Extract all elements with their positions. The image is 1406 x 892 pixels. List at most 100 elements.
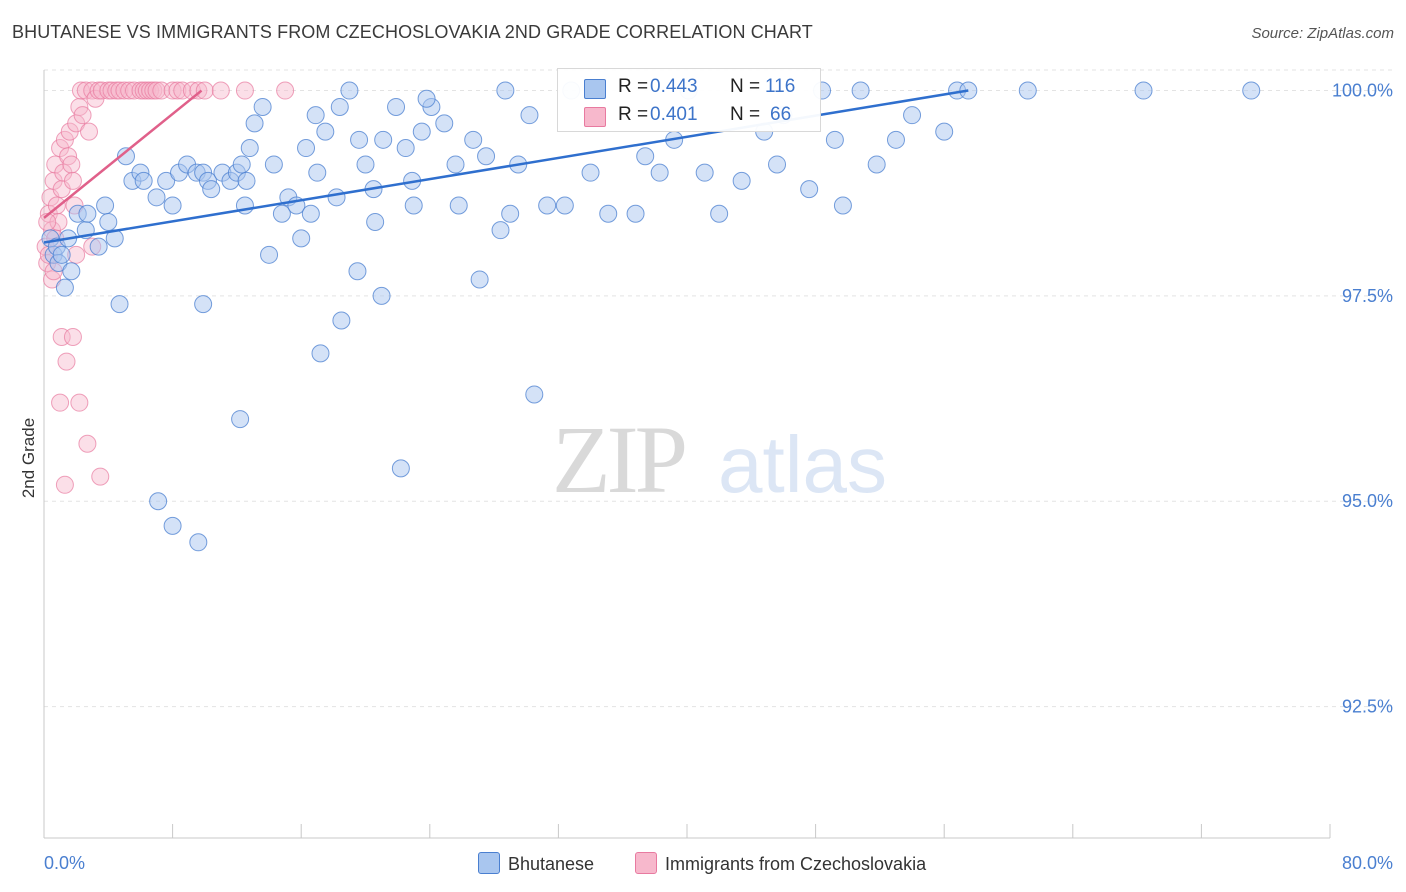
swatch-bhutanese bbox=[584, 79, 606, 99]
data-point-bhutanese bbox=[935, 122, 954, 141]
r-value: 0.401 bbox=[650, 104, 698, 125]
data-point-bhutanese bbox=[800, 180, 819, 199]
data-point-bhutanese bbox=[260, 245, 279, 264]
data-point-bhutanese bbox=[491, 221, 510, 240]
chart-title: BHUTANESE VS IMMIGRANTS FROM CZECHOSLOVA… bbox=[12, 22, 813, 42]
data-point-bhutanese bbox=[464, 130, 483, 149]
data-point-czechoslovakia bbox=[62, 155, 81, 174]
data-point-czechoslovakia bbox=[276, 81, 295, 100]
y-tick-labels: 92.5% 95.0% 97.5% 100.0% bbox=[1332, 81, 1393, 717]
data-point-bhutanese bbox=[525, 385, 544, 404]
series-legend: Bhutanese Immigrants from Czechoslovakia bbox=[0, 852, 1406, 876]
data-point-bhutanese bbox=[1018, 81, 1037, 100]
data-point-bhutanese bbox=[147, 188, 166, 207]
data-point-czechoslovakia bbox=[63, 171, 82, 190]
data-point-czechoslovakia bbox=[70, 393, 89, 412]
data-point-bhutanese bbox=[157, 171, 176, 190]
data-point-bhutanese bbox=[332, 311, 351, 330]
data-point-bhutanese bbox=[316, 122, 335, 141]
source-label: Source: ZipAtlas.com bbox=[1251, 25, 1394, 42]
trend-line-czechoslovakia bbox=[43, 89, 203, 219]
r-label: R = bbox=[618, 104, 649, 125]
data-point-czechoslovakia bbox=[80, 122, 99, 141]
data-point-bhutanese bbox=[626, 204, 645, 223]
data-point-bhutanese bbox=[356, 155, 375, 174]
data-point-bhutanese bbox=[391, 459, 410, 478]
data-point-bhutanese bbox=[311, 344, 330, 363]
x-tick-label-min: 0.0% bbox=[44, 853, 85, 873]
data-point-bhutanese bbox=[78, 204, 97, 223]
data-point-czechoslovakia bbox=[63, 327, 82, 346]
data-point-bhutanese bbox=[851, 81, 870, 100]
data-point-bhutanese bbox=[232, 155, 251, 174]
data-point-bhutanese bbox=[732, 171, 751, 190]
data-point-bhutanese bbox=[470, 270, 489, 289]
stats-row-czechoslovakia: R = 0.401 N = 66 bbox=[558, 100, 820, 130]
data-point-bhutanese bbox=[89, 237, 108, 256]
y-axis-label: 2nd Grade bbox=[19, 418, 38, 498]
data-point-bhutanese bbox=[768, 155, 787, 174]
data-point-bhutanese bbox=[449, 196, 468, 215]
data-point-bhutanese bbox=[52, 245, 71, 264]
data-point-bhutanese bbox=[240, 139, 259, 158]
data-point-bhutanese bbox=[903, 106, 922, 125]
data-point-czechoslovakia bbox=[55, 475, 74, 494]
data-point-bhutanese bbox=[231, 410, 250, 429]
legend-swatch-czechoslovakia bbox=[635, 852, 657, 874]
data-point-bhutanese bbox=[825, 130, 844, 149]
r-label: R = bbox=[618, 76, 649, 97]
watermark-zip: ZIP bbox=[552, 406, 685, 513]
data-point-czechoslovakia bbox=[51, 393, 70, 412]
data-point-bhutanese bbox=[189, 533, 208, 552]
data-point-czechoslovakia bbox=[168, 81, 187, 100]
data-point-czechoslovakia bbox=[173, 81, 192, 100]
legend-item-czechoslovakia[interactable]: Immigrants from Czechoslovakia bbox=[635, 852, 926, 875]
data-point-bhutanese bbox=[555, 196, 574, 215]
data-point-bhutanese bbox=[520, 106, 539, 125]
legend-label-czechoslovakia: Immigrants from Czechoslovakia bbox=[665, 854, 927, 874]
data-point-bhutanese bbox=[412, 122, 431, 141]
data-point-bhutanese bbox=[867, 155, 886, 174]
data-point-bhutanese bbox=[301, 204, 320, 223]
data-point-czechoslovakia bbox=[110, 81, 129, 100]
data-point-bhutanese bbox=[695, 163, 714, 182]
data-point-czechoslovakia bbox=[147, 81, 166, 100]
watermark-atlas: atlas bbox=[718, 420, 887, 509]
data-point-bhutanese bbox=[327, 188, 346, 207]
data-point-bhutanese bbox=[237, 171, 256, 190]
data-point-bhutanese bbox=[96, 196, 115, 215]
data-point-bhutanese bbox=[163, 196, 182, 215]
data-point-bhutanese bbox=[116, 147, 135, 166]
stats-row-bhutanese: R = 0.443 N = 116 bbox=[558, 72, 820, 102]
data-point-bhutanese bbox=[110, 295, 129, 314]
y-tick-label: 97.5% bbox=[1342, 286, 1393, 306]
axes bbox=[43, 70, 1331, 839]
data-point-czechoslovakia bbox=[163, 81, 182, 100]
n-label: N = bbox=[730, 104, 761, 125]
data-point-bhutanese bbox=[833, 196, 852, 215]
data-point-czechoslovakia bbox=[78, 434, 97, 453]
data-point-czechoslovakia bbox=[125, 81, 144, 100]
watermark: ZIP atlas bbox=[552, 406, 887, 513]
data-point-bhutanese bbox=[650, 163, 669, 182]
data-point-bhutanese bbox=[202, 180, 221, 199]
data-point-bhutanese bbox=[636, 147, 655, 166]
legend-swatch-bhutanese bbox=[478, 852, 500, 874]
data-point-bhutanese bbox=[396, 139, 415, 158]
data-point-bhutanese bbox=[387, 97, 406, 116]
data-point-bhutanese bbox=[435, 114, 454, 133]
series-bhutanese-points bbox=[41, 81, 1261, 552]
data-point-bhutanese bbox=[348, 262, 367, 281]
data-point-bhutanese bbox=[599, 204, 618, 223]
data-point-bhutanese bbox=[446, 155, 465, 174]
data-point-bhutanese bbox=[297, 139, 316, 158]
data-point-bhutanese bbox=[272, 204, 291, 223]
swatch-czechoslovakia bbox=[584, 107, 606, 127]
data-point-bhutanese bbox=[1242, 81, 1261, 100]
legend-item-bhutanese[interactable]: Bhutanese bbox=[478, 852, 594, 875]
n-value: 66 bbox=[770, 104, 792, 125]
data-point-czechoslovakia bbox=[195, 81, 214, 100]
data-point-bhutanese bbox=[1134, 81, 1153, 100]
data-point-bhutanese bbox=[538, 196, 557, 215]
